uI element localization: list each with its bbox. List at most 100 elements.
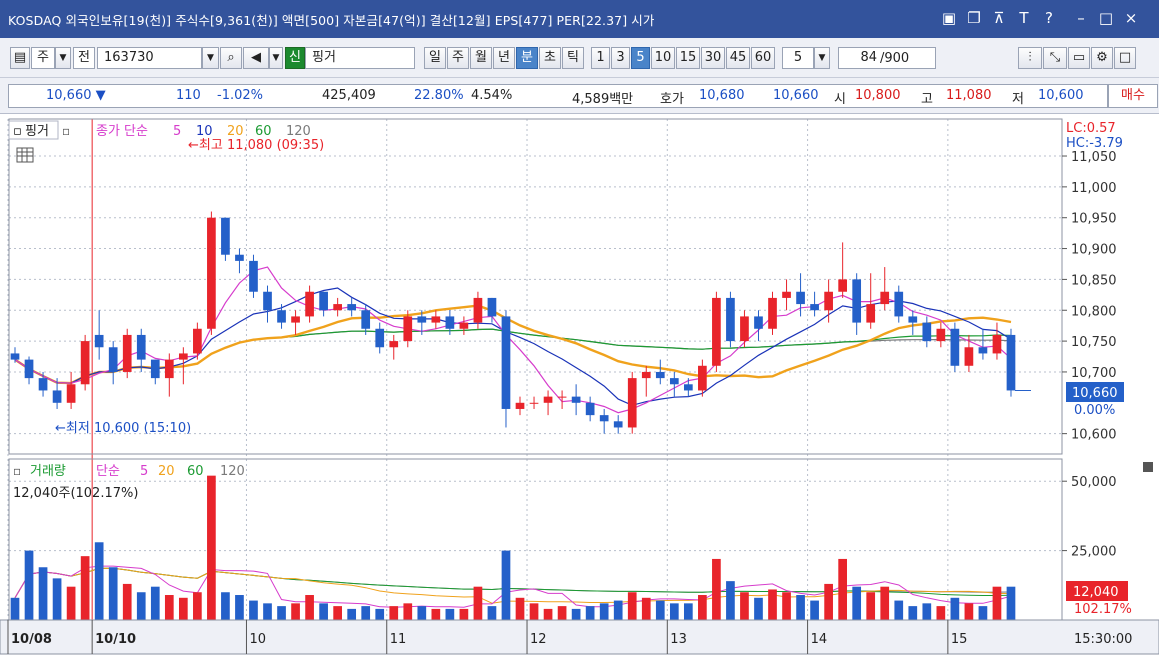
volume-bar bbox=[529, 603, 539, 620]
search-icon[interactable]: ⌕ bbox=[220, 47, 242, 69]
chevron-down-icon[interactable]: ▼ bbox=[55, 47, 71, 69]
menu-icon[interactable]: ▤ bbox=[10, 47, 30, 69]
candle-body bbox=[501, 316, 511, 409]
interval-30[interactable]: 30 bbox=[701, 47, 725, 69]
stock-name-field[interactable]: 핑거 bbox=[305, 47, 415, 69]
candle-body bbox=[193, 328, 202, 354]
market-select[interactable]: 주 bbox=[31, 47, 55, 69]
change-value: 110 bbox=[176, 88, 201, 103]
volume-current-text: 12,040주(102.17%) bbox=[13, 486, 138, 501]
volume-bar bbox=[122, 583, 132, 620]
volume-bar bbox=[459, 608, 469, 620]
minimize-icon[interactable]: – bbox=[1077, 9, 1085, 27]
checkbox-icon[interactable]: □ bbox=[1114, 47, 1136, 69]
volume-bar bbox=[571, 608, 581, 620]
price-panel-name: 핑거 bbox=[25, 124, 49, 139]
candle-body bbox=[838, 279, 847, 292]
tab-tick[interactable]: 틱 bbox=[562, 47, 584, 69]
speaker-dropdown-icon[interactable]: ▼ bbox=[269, 47, 283, 69]
volume-bar bbox=[347, 608, 357, 620]
pin-icon[interactable]: ⊼ bbox=[993, 9, 1005, 27]
candle-body bbox=[768, 297, 777, 329]
table-icon-grid bbox=[17, 148, 33, 162]
candle-body bbox=[431, 316, 441, 323]
tile-icon[interactable]: ❐ bbox=[967, 9, 981, 27]
speaker-icon[interactable]: ◀ bbox=[243, 47, 269, 69]
volume-bar bbox=[698, 595, 707, 620]
candle-body bbox=[1006, 334, 1016, 391]
buy-button[interactable]: 매수 bbox=[1108, 84, 1158, 108]
tab-month[interactable]: 월 bbox=[470, 47, 492, 69]
layout-icon[interactable]: ▣ bbox=[941, 9, 957, 27]
price-tick-label: 10,600 bbox=[1071, 428, 1117, 443]
volume-bar bbox=[880, 586, 890, 620]
interval-5[interactable]: 5 bbox=[631, 47, 650, 69]
volume-bar bbox=[164, 595, 174, 620]
volume-bar bbox=[669, 603, 679, 620]
toolbar: ▤ 주 ▼ 전 163730 ▼ ⌕ ◀ ▼ 신 핑거 일 주 월 년 분 초 … bbox=[0, 38, 1159, 78]
x-tick-label: 10/10 bbox=[95, 632, 136, 647]
candle-body bbox=[936, 328, 946, 342]
open-price: 10,800 bbox=[855, 88, 901, 103]
interval-10[interactable]: 10 bbox=[651, 47, 675, 69]
interval-1[interactable]: 1 bbox=[591, 47, 610, 69]
font-icon[interactable]: T bbox=[1019, 9, 1029, 27]
ma20-line bbox=[14, 304, 1012, 385]
maximize-icon[interactable]: □ bbox=[1098, 9, 1114, 27]
code-dropdown-icon[interactable]: ▼ bbox=[202, 47, 219, 69]
table-icon[interactable] bbox=[16, 147, 34, 163]
volume-bar bbox=[599, 603, 609, 620]
tab-second[interactable]: 초 bbox=[539, 47, 561, 69]
panel-close-icon[interactable] bbox=[1143, 462, 1153, 472]
candle-body bbox=[10, 353, 20, 360]
market2-select[interactable]: 전 bbox=[73, 47, 95, 69]
volume-bar bbox=[249, 600, 258, 620]
indicator-icon[interactable]: ⫶ bbox=[1018, 47, 1042, 69]
candle-body bbox=[824, 291, 833, 311]
tab-week[interactable]: 주 bbox=[447, 47, 469, 69]
candle-body bbox=[136, 334, 146, 360]
candle-body bbox=[866, 304, 876, 323]
volume-bar bbox=[38, 567, 48, 620]
price-panel-frame bbox=[8, 118, 1063, 455]
interval-dropdown-icon[interactable]: ▼ bbox=[814, 47, 830, 69]
candle-body bbox=[950, 328, 960, 366]
volume-bar bbox=[936, 606, 946, 620]
hoga-label: 호가 bbox=[660, 92, 684, 107]
change-percent: -1.02% bbox=[217, 88, 263, 103]
candle-body bbox=[319, 291, 328, 311]
interval-15[interactable]: 15 bbox=[676, 47, 700, 69]
candle-body bbox=[221, 217, 230, 255]
settings-icon[interactable]: ⚙ bbox=[1091, 47, 1113, 69]
save-icon[interactable]: ▭ bbox=[1068, 47, 1090, 69]
high-annotation: ←최고 11,080 (09:35) bbox=[188, 138, 324, 153]
lc-value: LC:0.57 bbox=[1066, 121, 1116, 136]
candle-body bbox=[543, 396, 553, 403]
volume-bar bbox=[585, 606, 595, 620]
credit-badge: 신 bbox=[285, 47, 305, 69]
interval-60[interactable]: 60 bbox=[751, 47, 775, 69]
bar-count-input[interactable]: 84 bbox=[838, 47, 936, 69]
legend-ma60: 60 bbox=[255, 124, 272, 139]
interval-select[interactable]: 5 bbox=[782, 47, 814, 69]
candle-body bbox=[894, 291, 904, 317]
interval-3[interactable]: 3 bbox=[611, 47, 630, 69]
axes: 11,050 11,000 10,950 10,900 10,850 10,800 10,7… bbox=[0, 118, 1159, 655]
candle-body bbox=[487, 297, 497, 317]
trend-icon[interactable]: ⤡ bbox=[1043, 47, 1067, 69]
help-icon[interactable]: ? bbox=[1045, 9, 1053, 27]
high-label: 고 bbox=[921, 92, 933, 107]
candle-body bbox=[305, 291, 314, 317]
close-icon[interactable]: × bbox=[1124, 9, 1138, 27]
tab-day[interactable]: 일 bbox=[424, 47, 446, 69]
tab-year[interactable]: 년 bbox=[493, 47, 515, 69]
candle-body bbox=[347, 304, 357, 311]
volume-legend-ma20: 20 bbox=[158, 464, 175, 479]
panel-square-icon: ▫ bbox=[13, 124, 22, 139]
volume-bar bbox=[10, 597, 20, 620]
chart-area[interactable]: 11,050 11,000 10,950 10,900 10,850 10,800 10,7… bbox=[0, 114, 1159, 656]
interval-45[interactable]: 45 bbox=[726, 47, 750, 69]
tab-minute[interactable]: 분 bbox=[516, 47, 538, 69]
code-input[interactable]: 163730 bbox=[97, 47, 202, 69]
price-panel-tab[interactable] bbox=[8, 120, 59, 140]
